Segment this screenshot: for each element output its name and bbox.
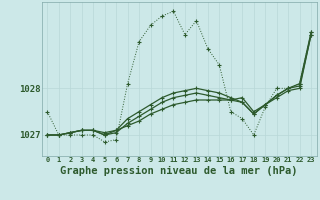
- X-axis label: Graphe pression niveau de la mer (hPa): Graphe pression niveau de la mer (hPa): [60, 166, 298, 176]
